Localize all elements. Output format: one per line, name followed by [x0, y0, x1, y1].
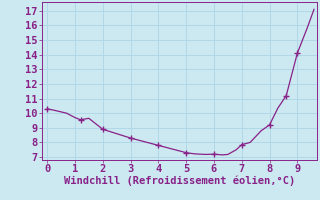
X-axis label: Windchill (Refroidissement éolien,°C): Windchill (Refroidissement éolien,°C): [64, 176, 295, 186]
